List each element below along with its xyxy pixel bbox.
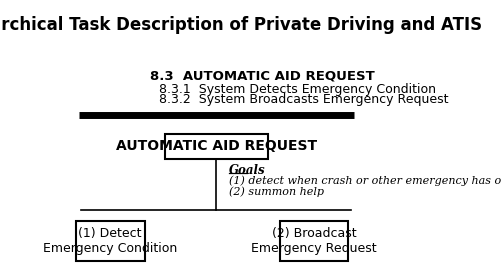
Text: 8.3.2  System Broadcasts Emergency Request: 8.3.2 System Broadcasts Emergency Reques… [159, 93, 448, 106]
Text: (1) detect when crash or other emergency has occurred: (1) detect when crash or other emergency… [229, 176, 501, 186]
Text: Goals: Goals [229, 164, 266, 177]
FancyBboxPatch shape [280, 221, 348, 261]
FancyBboxPatch shape [76, 221, 145, 261]
Text: (2) Broadcast
Emergency Request: (2) Broadcast Emergency Request [251, 227, 377, 255]
Text: (1) Detect
Emergency Condition: (1) Detect Emergency Condition [43, 227, 177, 255]
Text: (2) summon help: (2) summon help [229, 186, 324, 197]
Text: 8.3  AUTOMATIC AID REQUEST: 8.3 AUTOMATIC AID REQUEST [150, 69, 375, 82]
Text: Hierarchical Task Description of Private Driving and ATIS: Hierarchical Task Description of Private… [0, 16, 482, 34]
FancyBboxPatch shape [165, 134, 268, 159]
Text: AUTOMATIC AID REQUEST: AUTOMATIC AID REQUEST [116, 140, 317, 154]
Text: 8.3.1  System Detects Emergency Condition: 8.3.1 System Detects Emergency Condition [159, 83, 436, 95]
